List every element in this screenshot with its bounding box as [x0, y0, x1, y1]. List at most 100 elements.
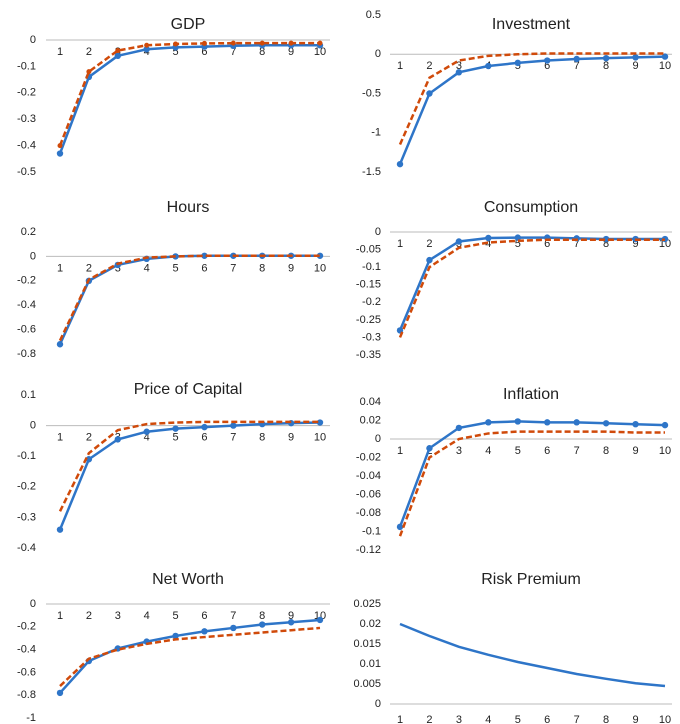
x-tick-label: 1	[397, 238, 403, 250]
data-point	[396, 160, 404, 168]
data-point	[115, 48, 121, 54]
x-tick-label: 7	[574, 238, 580, 250]
y-tick-label: 0.02	[360, 618, 381, 630]
panel-title: Price of Capital	[134, 381, 243, 398]
data-point	[485, 419, 492, 426]
y-tick-label: 0	[375, 433, 381, 445]
data-point	[288, 40, 294, 46]
x-tick-label: 2	[426, 714, 432, 724]
data-point	[56, 689, 64, 697]
data-point	[632, 421, 639, 428]
y-tick-label: 0.5	[366, 9, 381, 21]
data-point	[57, 143, 63, 149]
x-tick-label: 1	[57, 610, 63, 622]
x-tick-label: 9	[632, 60, 638, 72]
x-tick-label: 6	[544, 238, 550, 250]
data-point	[114, 436, 121, 443]
x-tick-label: 10	[314, 46, 326, 58]
y-tick-label: -0.6	[17, 666, 36, 678]
y-tick-label: -0.4	[17, 644, 36, 656]
x-tick-label: 6	[201, 432, 207, 444]
x-tick-label: 3	[456, 445, 462, 457]
data-point	[230, 624, 237, 632]
x-tick-label: 4	[485, 445, 491, 457]
y-tick-label: 0.015	[353, 638, 381, 650]
x-tick-label: 5	[172, 262, 178, 274]
x-tick-label: 9	[632, 714, 638, 724]
series-line	[398, 52, 665, 146]
data-point	[56, 150, 64, 157]
x-tick-label: 6	[201, 262, 207, 274]
x-tick-label: 5	[515, 238, 521, 250]
x-tick-label: 3	[115, 262, 121, 274]
y-tick-label: -0.5	[362, 87, 381, 99]
y-tick-label: -0.8	[17, 689, 36, 701]
series-line	[399, 622, 666, 688]
x-tick-label: 7	[230, 432, 236, 444]
data-point	[632, 54, 639, 61]
x-tick-label: 7	[230, 46, 236, 58]
y-tick-label: -0.2	[17, 275, 36, 287]
data-point	[661, 421, 669, 429]
data-point	[316, 252, 324, 259]
x-tick-label: 3	[115, 610, 121, 622]
data-point	[230, 422, 237, 429]
x-tick-label: 8	[603, 445, 609, 457]
x-tick-label: 1	[57, 46, 63, 58]
data-point	[230, 40, 236, 46]
data-point	[259, 40, 265, 46]
y-tick-label: -0.35	[356, 349, 381, 361]
y-tick-label: -0.06	[356, 488, 381, 500]
series-line	[398, 238, 665, 338]
x-tick-label: 8	[603, 60, 609, 72]
y-tick-label: -0.1	[17, 60, 36, 72]
y-tick-label: -0.2	[17, 481, 36, 493]
x-tick-label: 6	[544, 714, 550, 724]
x-tick-label: 2	[86, 610, 92, 622]
data-point	[172, 425, 179, 432]
y-tick-label: -0.6	[17, 324, 36, 336]
y-tick-label: -0.02	[356, 451, 381, 463]
x-tick-label: 5	[515, 60, 521, 72]
x-tick-label: 3	[456, 60, 462, 72]
x-tick-label: 2	[86, 46, 92, 58]
data-point	[426, 90, 433, 97]
x-tick-label: 5	[172, 432, 178, 444]
x-tick-label: 1	[397, 445, 403, 457]
data-point	[602, 420, 610, 427]
x-tick-label: 10	[659, 445, 671, 457]
data-point	[455, 238, 463, 245]
series-line	[398, 430, 665, 537]
y-tick-label: -0.25	[356, 314, 381, 326]
y-tick-label: 0	[375, 698, 381, 710]
panel-title: Consumption	[484, 199, 578, 216]
data-point	[259, 621, 266, 628]
x-tick-label: 6	[201, 610, 207, 622]
x-tick-label: 8	[259, 46, 265, 58]
panel-title: Risk Premium	[481, 571, 581, 588]
data-point	[573, 419, 580, 426]
x-tick-label: 10	[659, 714, 671, 724]
x-tick-label: 9	[288, 262, 294, 274]
data-point	[85, 456, 93, 463]
x-tick-label: 10	[659, 60, 671, 72]
series-line	[398, 55, 666, 165]
data-point	[661, 53, 669, 60]
series-line	[58, 44, 320, 154]
y-tick-label: -0.1	[362, 261, 381, 273]
panel-title: GDP	[171, 16, 206, 33]
y-tick-label: 0.04	[360, 396, 381, 408]
data-point	[514, 59, 521, 67]
y-tick-label: 0.01	[360, 658, 381, 670]
y-tick-label: 0.02	[360, 414, 381, 426]
data-point	[201, 628, 208, 635]
y-tick-label: -0.4	[17, 299, 36, 311]
y-tick-label: -0.08	[356, 507, 381, 519]
x-tick-label: 6	[544, 445, 550, 457]
y-tick-label: -0.3	[17, 511, 36, 523]
y-tick-label: 0	[30, 250, 36, 262]
y-tick-label: -0.04	[356, 470, 381, 482]
x-tick-label: 2	[426, 60, 432, 72]
data-point	[316, 419, 324, 426]
